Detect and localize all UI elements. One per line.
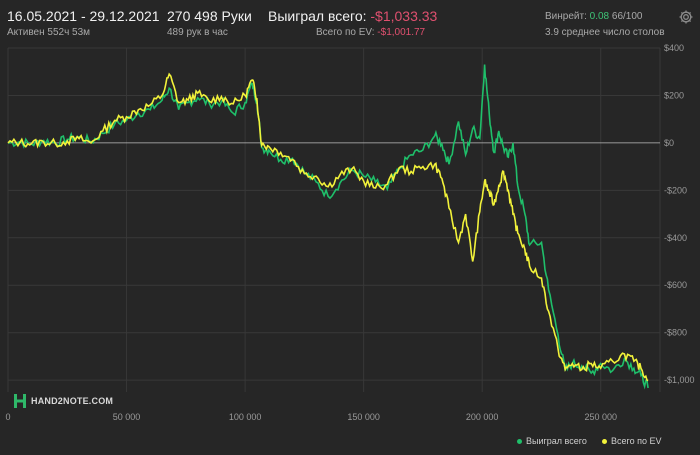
legend-won-label: Выиграл всего	[526, 436, 587, 446]
won-total: Выиграл всего: -$1,033.33	[268, 8, 437, 24]
x-tick-label: 0	[5, 412, 10, 422]
winrate-value: 0.08	[589, 11, 610, 22]
y-tick-label: $0	[664, 138, 674, 148]
gear-icon[interactable]	[678, 9, 694, 25]
winrate-count: 66/100	[611, 11, 643, 22]
date-range: 16.05.2021 - 29.12.2021	[7, 8, 160, 24]
h2n-logo: HAND2NOTE.COM	[13, 393, 113, 409]
won-total-label: Выиграл всего:	[268, 8, 367, 24]
active-time: Активен 552ч 53м	[7, 27, 91, 38]
legend-ev[interactable]: Всего по EV	[602, 436, 661, 446]
winrate-label: Винрейт:	[545, 11, 587, 22]
y-tick-label: -$1,000	[664, 375, 695, 385]
h2n-logo-icon	[14, 394, 26, 408]
x-axis: 0 50 000 100 000 150 000 200 000 250 000	[5, 412, 617, 422]
legend-ev-label: Всего по EV	[611, 436, 662, 446]
won-series-line	[7, 64, 649, 390]
y-tick-label: -$800	[664, 328, 687, 338]
chart-grid	[7, 47, 661, 392]
y-tick-label: $400	[664, 43, 684, 53]
logo-text: HAND2NOTE.COM	[31, 396, 114, 406]
x-tick-label: 200 000	[466, 412, 499, 422]
y-tick-label: -$400	[664, 233, 687, 243]
hands-per-hour: 489 рук в час	[167, 27, 228, 38]
legend-won[interactable]: Выиграл всего	[517, 436, 587, 446]
avg-tables: 3.9 среднее число столов	[545, 27, 665, 38]
y-tick-label: $200	[664, 90, 684, 100]
y-tick-label: -$200	[664, 185, 687, 195]
x-tick-label: 150 000	[347, 412, 380, 422]
winrate: Винрейт: 0.08 66/100	[545, 11, 642, 22]
ev-total: Всего по EV: -$1,001.77	[316, 27, 425, 38]
won-total-value: -$1,033.33	[370, 8, 438, 24]
legend-ev-swatch	[602, 438, 607, 444]
ev-series-line	[7, 72, 649, 382]
legend-won-swatch	[517, 438, 522, 444]
hands-count: 270 498 Руки	[167, 8, 252, 24]
y-tick-label: -$600	[664, 280, 687, 290]
x-tick-label: 50 000	[113, 412, 141, 422]
x-tick-label: 100 000	[229, 412, 262, 422]
y-axis: $400 $200 $0 -$200 -$400 -$600 -$800 -$1,000	[664, 43, 695, 385]
x-tick-label: 250 000	[584, 412, 617, 422]
ev-total-label: Всего по EV:	[316, 27, 375, 38]
ev-total-value: -$1,001.77	[377, 27, 426, 38]
